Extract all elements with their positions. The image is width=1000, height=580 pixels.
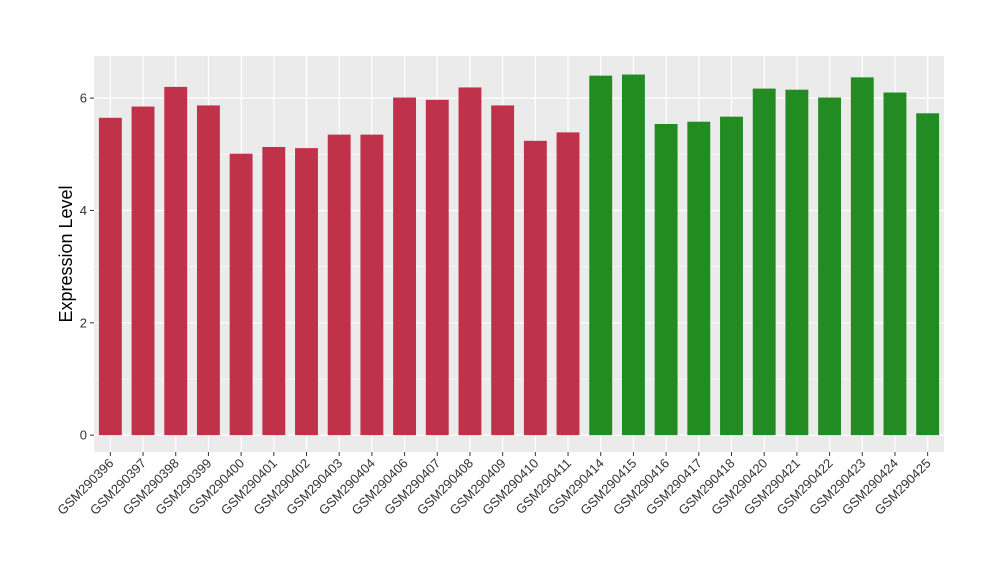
bar-GSM290416 xyxy=(654,123,678,436)
y-tick-label: 6 xyxy=(80,91,87,106)
bar-GSM290418 xyxy=(720,116,743,436)
plot-panel xyxy=(94,56,944,452)
bar-GSM290421 xyxy=(785,89,809,436)
bar-GSM290420 xyxy=(752,88,776,436)
bar-GSM290410 xyxy=(523,140,547,436)
x-axis: GSM290396GSM290397GSM290398GSM290399GSM2… xyxy=(54,452,934,518)
bar-GSM290407 xyxy=(425,99,449,436)
bar-GSM290422 xyxy=(818,97,842,436)
bars xyxy=(98,74,940,436)
bar-GSM290397 xyxy=(131,106,155,436)
y-tick-label: 0 xyxy=(80,428,87,443)
bar-GSM290417 xyxy=(687,121,711,436)
y-axis-title: Expression Level xyxy=(56,185,76,322)
bar-GSM290402 xyxy=(295,148,318,436)
bar-GSM290399 xyxy=(196,105,220,436)
bar-GSM290423 xyxy=(850,77,874,436)
y-tick-label: 4 xyxy=(80,203,87,218)
bar-GSM290408 xyxy=(458,87,482,436)
bar-GSM290414 xyxy=(589,75,613,436)
bar-GSM290404 xyxy=(360,134,384,436)
bar-GSM290415 xyxy=(621,74,645,436)
bar-GSM290406 xyxy=(393,97,417,436)
bar-GSM290403 xyxy=(327,134,351,436)
bar-GSM290396 xyxy=(98,117,122,436)
bar-GSM290425 xyxy=(916,113,940,436)
bar-GSM290411 xyxy=(556,132,580,436)
bar-GSM290400 xyxy=(229,153,253,436)
bar-GSM290401 xyxy=(262,146,286,436)
y-axis: 0 2 4 6 xyxy=(80,91,94,443)
y-tick-label: 2 xyxy=(80,315,87,330)
bar-GSM290398 xyxy=(164,86,188,436)
bar-GSM290409 xyxy=(491,105,515,436)
bar-GSM290424 xyxy=(883,92,907,436)
